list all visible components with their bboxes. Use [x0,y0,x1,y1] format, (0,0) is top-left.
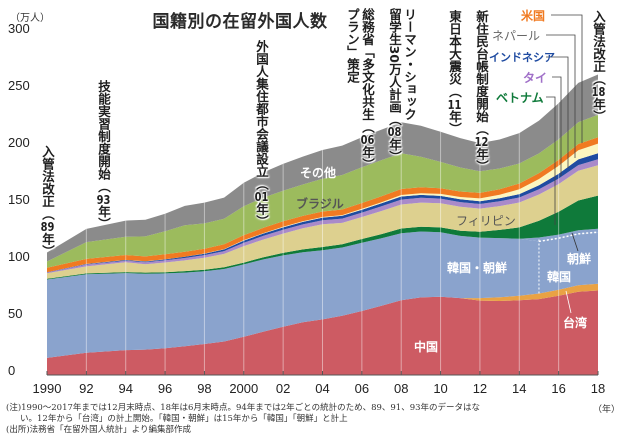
area-フィリピン [47,165,598,279]
label-china: 中国 [414,340,439,354]
legend-thailand: タイ [523,71,548,85]
area-ブラジル [47,114,598,268]
x-tick-label: 04 [315,381,330,396]
label-other: その他 [300,166,337,180]
event-2011: 東日本大震災（11年） [447,10,462,135]
x-tick-label: 06 [354,381,370,396]
leader-nepal [546,34,576,158]
x-tick-label: 2000 [229,381,259,396]
x-tick-label: 94 [118,381,133,396]
area-その他 [47,74,598,262]
x-tick-label: 1990 [32,381,62,396]
area-ベトナム [47,195,598,280]
y-tick-label: 50 [8,306,23,321]
x-tick-label: 12 [472,381,488,396]
label-north-korea: 朝鮮 [567,252,592,266]
leader-north-korea [571,232,579,252]
legend-usa: 米国 [521,9,546,23]
callout-lines [546,14,583,314]
x-tick-label: 02 [275,381,291,396]
note-1: (注)1990～2017年までは12月末時点、18年は6月末時点。94年までは2… [6,403,481,413]
event-2006-line1: 総務省「多文化共生（06年） [360,8,375,171]
label-korea-all: 韓国・朝鮮 [447,261,508,275]
x-tick-label: 98 [197,381,212,396]
y-tick-label: 150 [8,192,30,207]
x-tick-label: 96 [157,381,173,396]
event-2008-line1: リーマン・ショック [402,8,417,121]
y-tick-label: 0 [8,363,16,378]
x-tick-label: 14 [512,381,527,396]
event-2008-line2: 留学生30万人計画（08年） [387,8,402,163]
y-tick-label: 300 [8,21,30,36]
legend-indonesia: インドネシア [489,51,555,64]
area-中国 [47,290,598,375]
leader-taiwan [565,290,572,314]
label-brazil: ブラジル [296,197,344,211]
note-2: い。12年から「台湾」の計上開始。「韓国・朝鮮」は15年から「韓国」「朝鮮」と計… [20,414,348,424]
y-tick-label: 250 [8,78,30,93]
area-layers [47,74,599,375]
legend-vietnam: ベトナム [496,91,544,105]
y-tick-label: 200 [8,135,30,150]
event-1989: 入管法改正（89年） [40,145,55,258]
leader-thailand [552,76,562,176]
event-2018: 入管法改正（18年） [591,10,606,123]
leader-vietnam [546,96,556,225]
event-2012: 新住民台帳制度開始（12年） [474,10,489,173]
area-米国 [47,137,598,273]
event-2006-line2: プラン」策定 [345,8,360,83]
y-axis-unit: （万人） [10,13,50,24]
x-tick-label: 16 [551,381,566,396]
event-1993: 技能実習制度開始（93年） [96,80,111,230]
x-tick-label: 92 [79,381,94,396]
event-2001: 外国人集住都市会議設立（01年） [254,40,269,228]
leader-indonesia [546,56,569,168]
y-tick-label: 100 [8,249,30,264]
label-korea: 韓国 [547,270,572,284]
area-韓国・朝鮮 [47,231,598,358]
korea-split-line [538,231,599,243]
x-tick-label: 18 [590,381,606,396]
label-taiwan: 台湾 [563,316,588,330]
x-axis-unit: （年） [593,405,619,415]
x-tick-label: 08 [393,381,409,396]
year-gridlines [46,103,599,375]
leader-usa [551,14,583,143]
legend-nepal: ネパール [492,29,541,43]
chart-title: 国籍別の在留外国人数 [152,12,328,32]
label-philippines: フィリピン [456,214,516,228]
x-tick-label: 10 [433,381,448,396]
note-source: (出所)法務省「在留外国人統計」より編集部作成 [6,425,191,435]
